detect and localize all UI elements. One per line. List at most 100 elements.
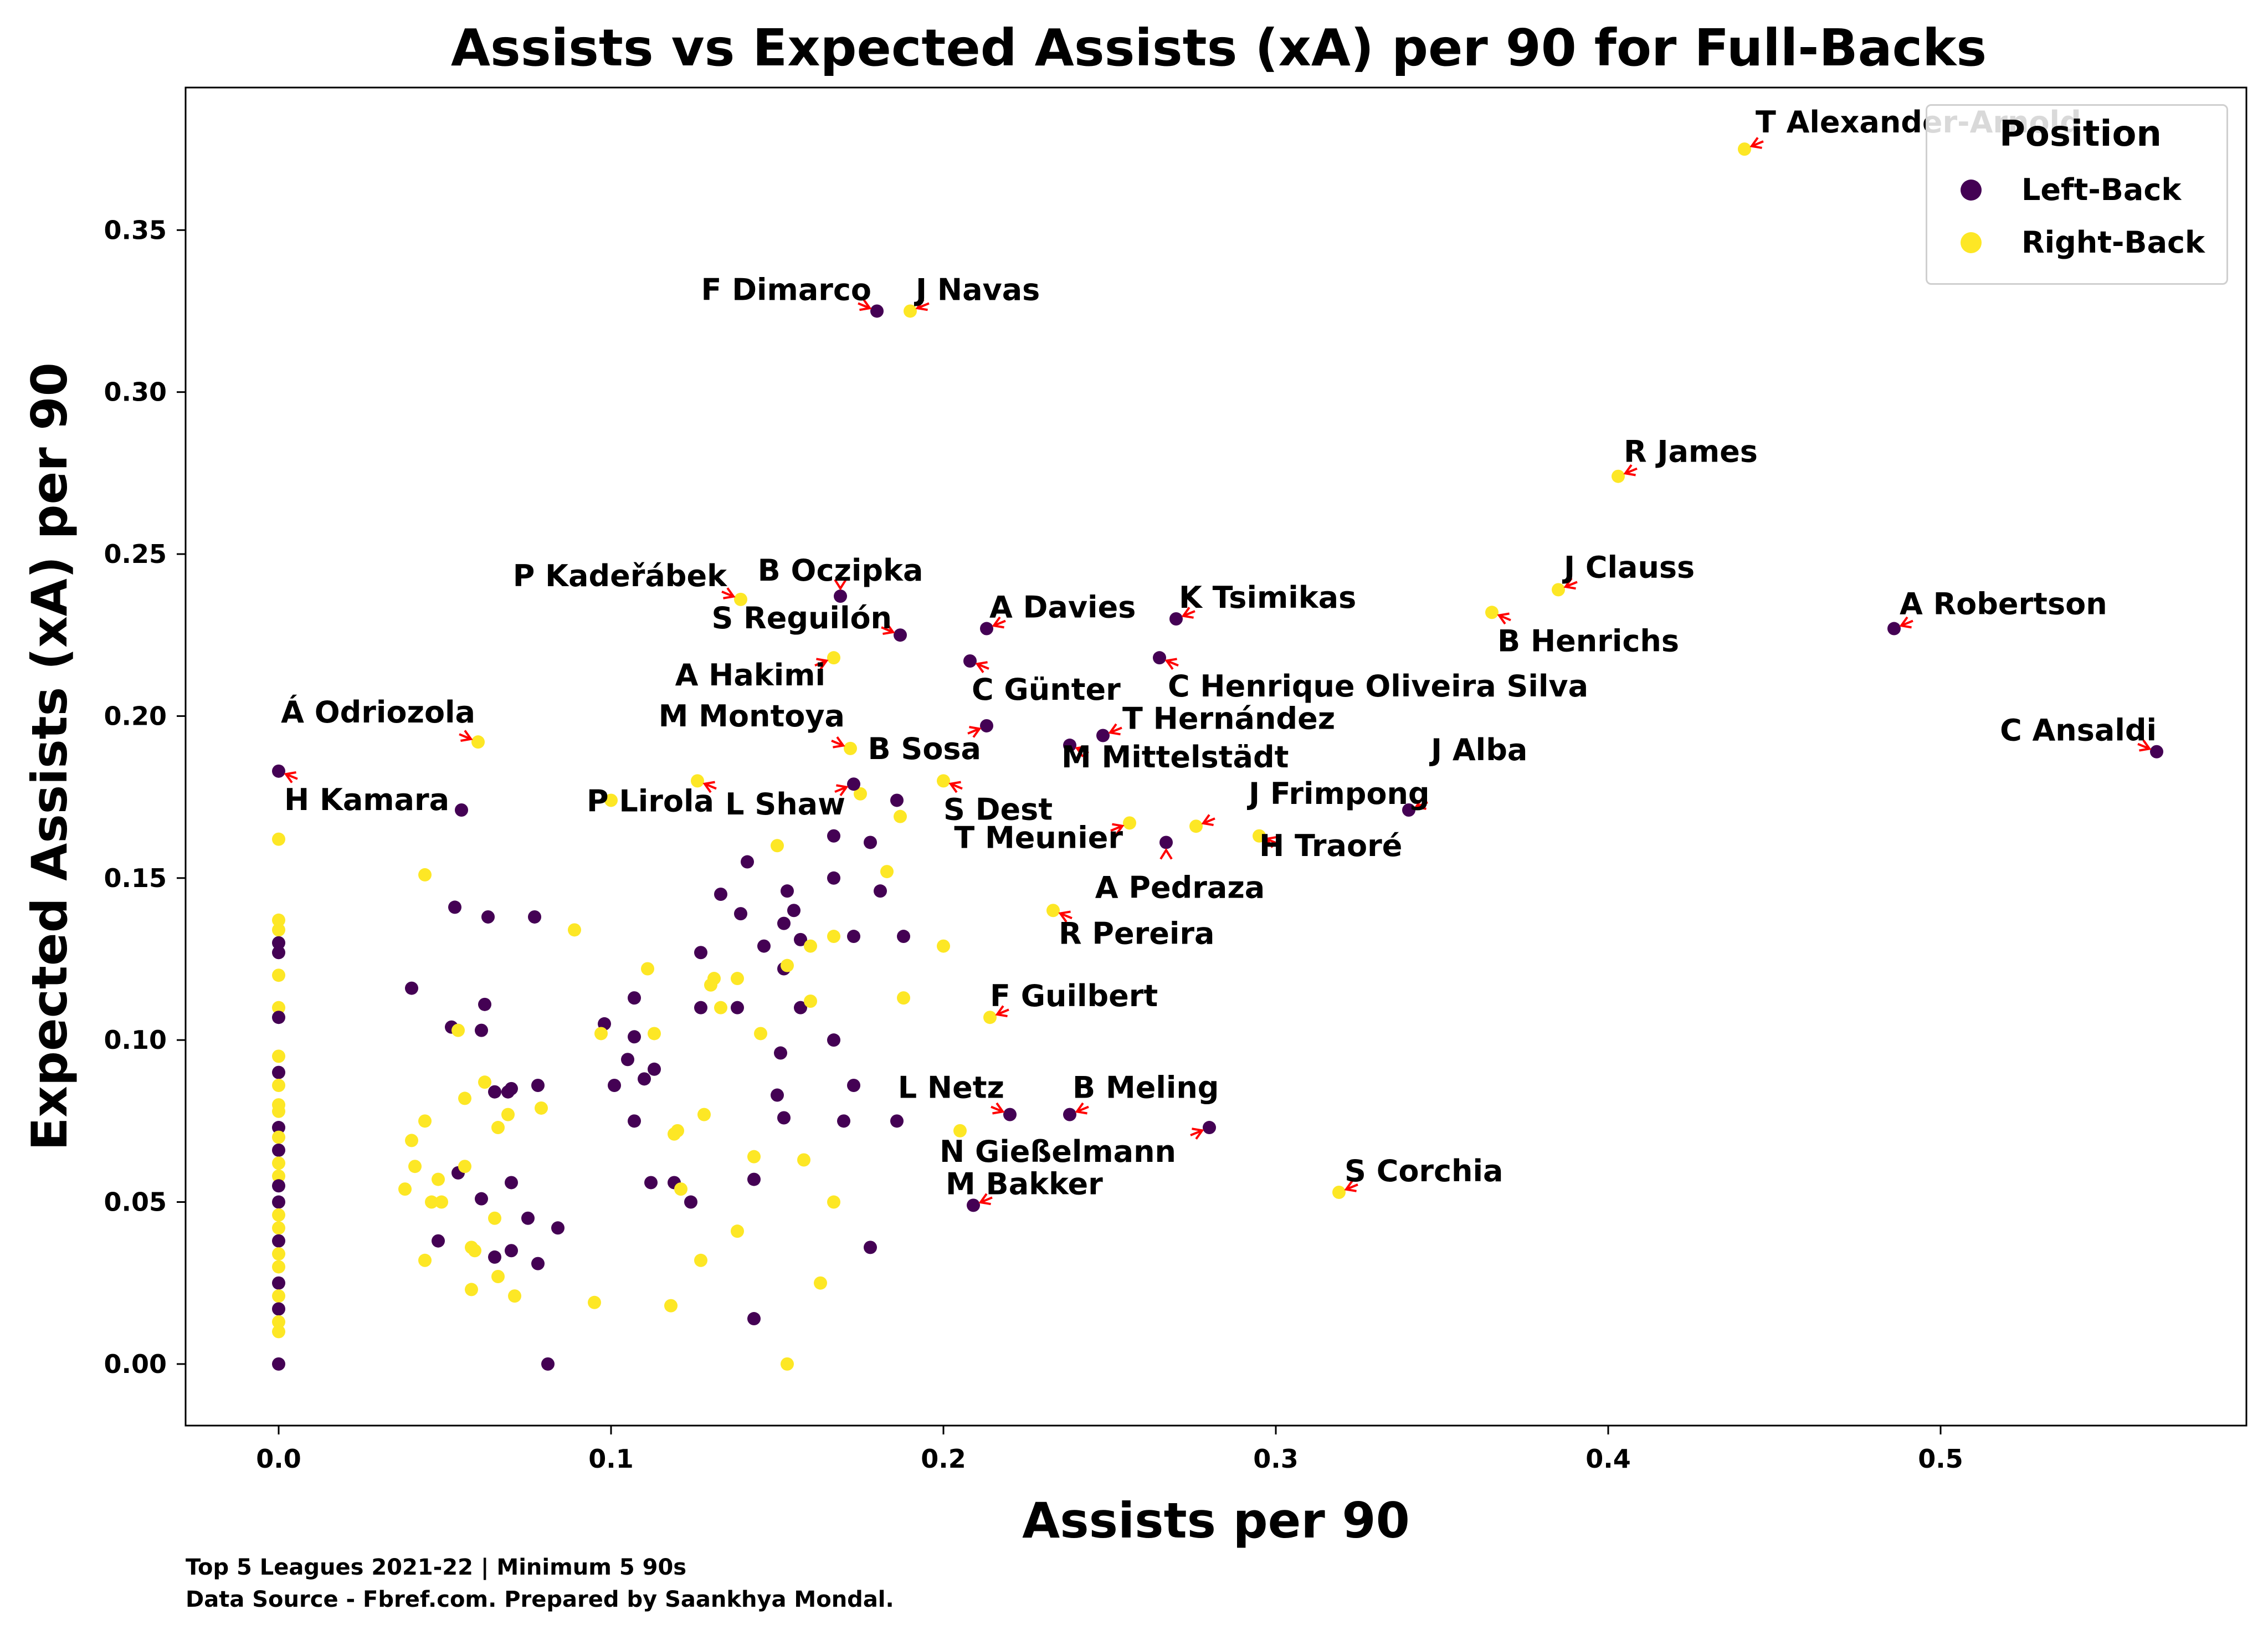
point-label: B Sosa — [868, 731, 981, 766]
point-label: C Ansaldi — [2000, 713, 2157, 748]
axes: 0.0 0.1 0.2 0.3 0.4 0.5 0.00 0.05 0.10 0.15 0.20 0.… — [21, 86, 2248, 1549]
scatter-point — [488, 1211, 501, 1225]
annotation-arrow — [1110, 726, 1122, 734]
scatter-point — [272, 1234, 285, 1248]
annotation-arrow — [1901, 619, 1913, 627]
scatter-point — [781, 1357, 794, 1371]
scatter-point-labeled — [894, 628, 907, 642]
scatter-point — [880, 865, 894, 879]
annotation-arrow — [1076, 747, 1089, 754]
scatter-point — [455, 803, 468, 817]
scatter-point — [794, 932, 807, 946]
scatter-point — [890, 1114, 904, 1128]
y-tick-label: 0.35 — [104, 215, 167, 245]
annotation-arrow — [881, 626, 894, 633]
scatter-point — [272, 1208, 285, 1222]
scatter-point — [641, 962, 654, 976]
scatter-point-labeled — [691, 774, 704, 788]
scatter-point — [465, 1283, 478, 1296]
scatter-point — [694, 1001, 707, 1014]
annotation-arrow — [1060, 912, 1073, 920]
annotation-arrowhead — [1192, 1128, 1204, 1140]
x-tick-label: 0.2 — [921, 1444, 966, 1474]
scatter-point-labeled — [827, 651, 840, 665]
scatter-point-labeled — [1153, 651, 1166, 665]
scatter-point — [694, 1253, 707, 1267]
annotation-arrow — [834, 786, 847, 793]
point-label: S Dest — [943, 792, 1053, 827]
scatter-point-labeled — [1887, 622, 1901, 636]
scatter-point — [501, 1108, 515, 1121]
scatter-point — [272, 1289, 285, 1303]
point-label: M Mittelstädt — [1061, 740, 1289, 775]
point-label: J Clauss — [1562, 550, 1695, 585]
scatter-point-labeled — [963, 654, 977, 668]
point-label: A Davies — [989, 590, 1136, 625]
scatter-point — [734, 907, 747, 921]
scatter-point — [628, 1030, 641, 1044]
scatter-point — [638, 1072, 651, 1086]
scatter-point — [272, 1001, 285, 1014]
annotation-arrow — [1346, 1183, 1358, 1191]
scatter-point — [505, 1244, 518, 1258]
scatter-point — [897, 991, 910, 1005]
scatter-point — [827, 930, 840, 944]
scatter-point — [408, 1160, 422, 1173]
annotation-arrowhead — [992, 616, 1004, 629]
annotation-arrowhead — [1058, 910, 1071, 923]
annotation-arrow — [950, 782, 963, 790]
scatter-point — [731, 1224, 744, 1238]
scatter-point — [874, 884, 887, 898]
point-label: B Meling — [1073, 1070, 1219, 1105]
scatter-point — [804, 939, 817, 953]
scatter-point-labeled — [844, 741, 857, 755]
scatter-point — [451, 1023, 465, 1037]
scatter-point — [418, 868, 432, 882]
point-label: B Oczipka — [758, 553, 923, 588]
annotation-arrowhead — [836, 784, 849, 797]
scatter-point — [804, 994, 817, 1008]
scatter-point — [272, 1260, 285, 1274]
scatter-point-labeled — [1063, 739, 1076, 752]
point-label: T Meunier — [954, 820, 1123, 855]
annotation-arrow — [1625, 467, 1638, 475]
scatter-point — [521, 1211, 535, 1225]
scatter-point — [608, 1079, 621, 1093]
annotation-arrowhead — [992, 1102, 1005, 1115]
scatter-point-labeled — [2150, 745, 2163, 758]
scatter-point — [491, 1270, 505, 1284]
scatter-point — [897, 930, 910, 944]
scatter-point-labeled — [734, 592, 747, 606]
scatter-point-labeled — [937, 774, 950, 788]
scatter-point — [747, 1150, 761, 1164]
scatter-point — [741, 855, 754, 869]
scatter-point — [697, 1108, 711, 1121]
annotation-arrow — [1166, 659, 1179, 667]
scatter-point — [272, 1079, 285, 1093]
scatter-point — [475, 1192, 488, 1206]
annotation-arrow — [831, 740, 844, 747]
annotation-arrowhead — [1108, 723, 1121, 736]
scatter-point — [272, 1049, 285, 1063]
scatter-point — [425, 1195, 438, 1209]
scatter-point — [757, 939, 771, 953]
scatter-point — [864, 836, 877, 849]
scatter-point — [604, 793, 618, 807]
scatter-point — [272, 1179, 285, 1193]
scatter-point-labeled — [1003, 1108, 1017, 1121]
point-label: L Netz — [898, 1070, 1004, 1105]
annotation-arrowhead — [1623, 464, 1636, 476]
point-label: R James — [1624, 434, 1758, 469]
scatter-point — [272, 1276, 285, 1290]
scatter-point — [754, 1027, 767, 1041]
annotation-arrow — [721, 591, 734, 598]
x-tick-label: 0.1 — [588, 1444, 634, 1474]
scatter-point — [797, 1153, 810, 1167]
scatter-point — [747, 1312, 761, 1326]
annotation-arrow — [997, 1008, 1009, 1016]
scatter-point — [531, 1257, 545, 1270]
scatter-point-labeled — [1738, 142, 1751, 156]
point-label: H Kamara — [284, 782, 449, 817]
point-label: A Robertson — [1900, 587, 2107, 622]
point-label: N Gießelmann — [940, 1134, 1176, 1169]
